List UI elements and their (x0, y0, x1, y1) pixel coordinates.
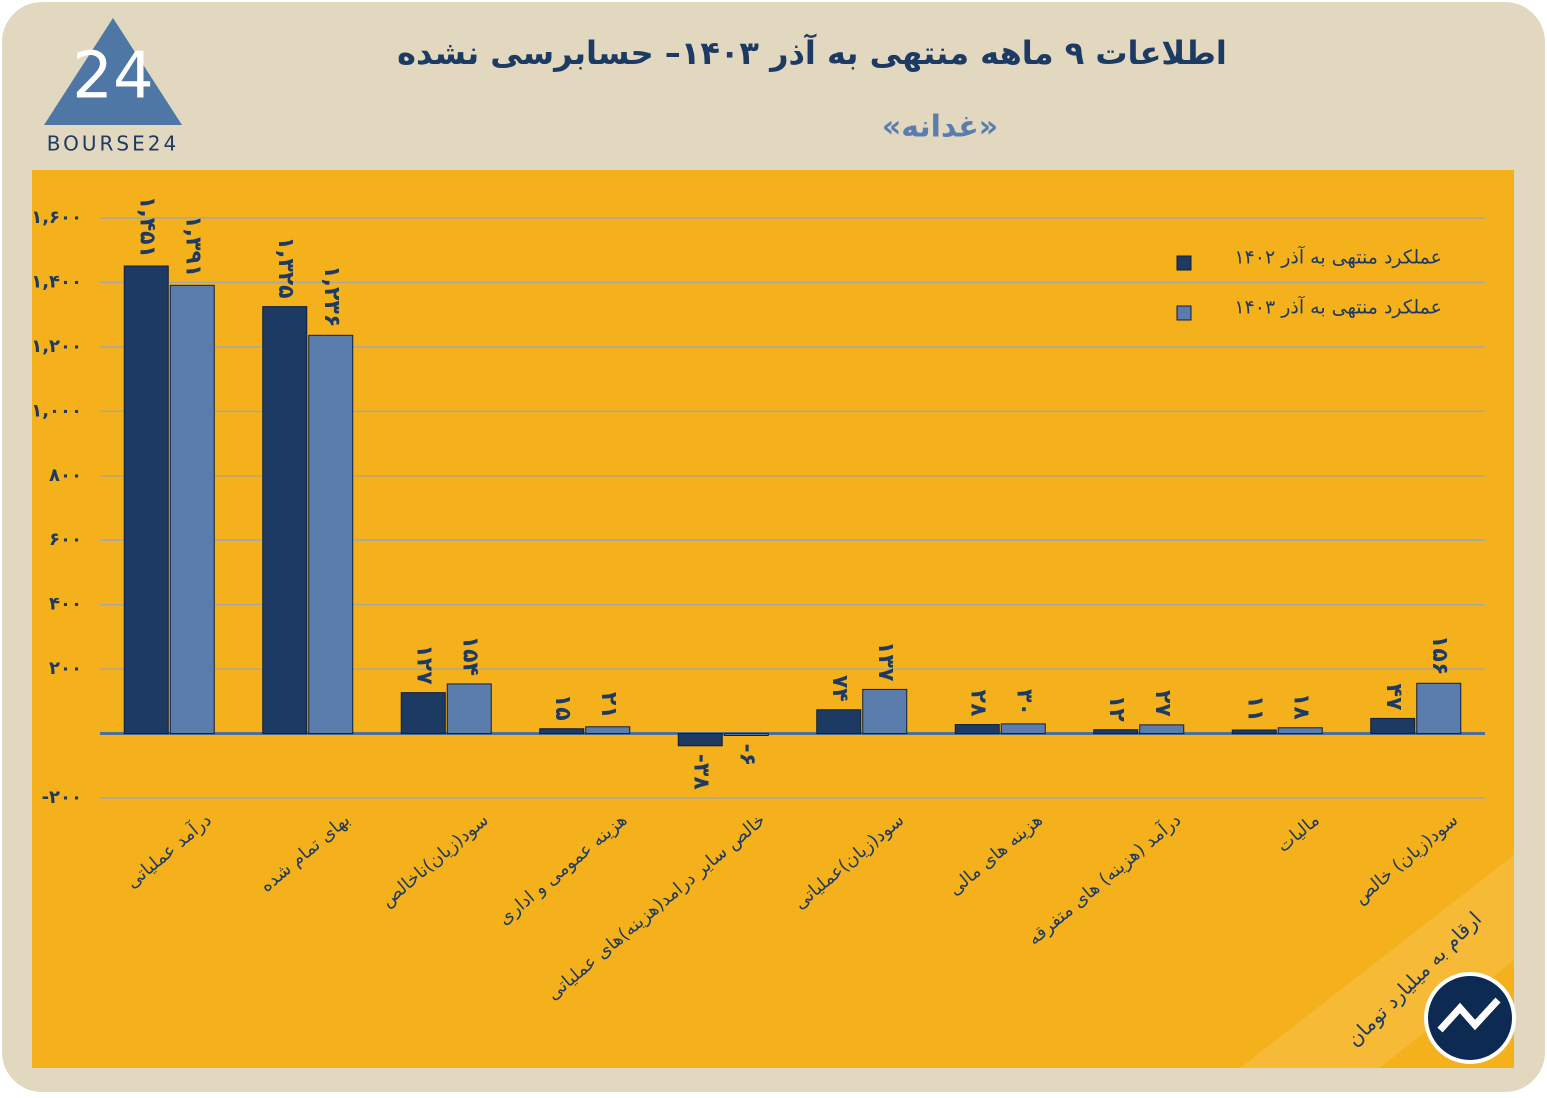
value-label: ۱۱ (1242, 695, 1267, 722)
legend-label: عملکرد منتهی به آذر ۱۴۰۳ (1234, 295, 1442, 319)
y-tick-label: ۸۰۰ (49, 465, 82, 486)
value-label: ۱,۴۵۱ (134, 196, 159, 258)
value-label: ۱۵۶ (1427, 635, 1452, 675)
bar (123, 265, 169, 735)
y-tick-label: ۱,۰۰۰ (31, 400, 82, 421)
bar (677, 733, 723, 747)
bar (262, 306, 308, 735)
value-label: ۲۷ (1150, 690, 1175, 717)
value-label: ۲۱ (596, 692, 621, 719)
chart-title: اطلاعات ۹ ماهه منتهی به آذر ۱۴۰۳– حسابرس… (397, 33, 1227, 72)
logo-triangle (44, 18, 182, 125)
value-label: -۶ (734, 743, 759, 766)
bar (954, 724, 1000, 735)
bar (1416, 682, 1462, 735)
y-tick-label: ۱,۴۰۰ (31, 271, 82, 292)
value-label: ۷۴ (827, 675, 852, 702)
y-tick-label: -۲۰۰ (42, 787, 82, 808)
value-label: -۳۸ (688, 754, 713, 791)
logo-text: BOURSE24 (47, 132, 179, 156)
bar (1370, 717, 1416, 735)
y-tick-label: ۴۰۰ (49, 594, 82, 615)
logo-mark: 24 (72, 40, 153, 114)
y-tick-label: ۶۰۰ (49, 529, 82, 550)
bar (1000, 723, 1046, 735)
bar (723, 733, 769, 736)
bar (446, 683, 492, 735)
value-label: ۱,۲۳۶ (319, 265, 344, 327)
y-tick-label: ۱,۲۰۰ (31, 336, 82, 357)
value-label: ۴۷ (1381, 684, 1406, 711)
bar (585, 726, 631, 735)
value-label: ۲۸ (965, 690, 990, 717)
value-label: ۱,۳۹۱ (180, 215, 205, 277)
y-tick-label: ۲۰۰ (49, 658, 82, 679)
legend-swatch (1176, 255, 1192, 271)
value-label: ۱۵۴ (457, 636, 482, 676)
bar (1277, 727, 1323, 735)
chart-subtitle: «غدانه» (882, 110, 998, 145)
bar (1139, 724, 1185, 735)
bar (539, 728, 585, 735)
bar (1093, 729, 1139, 735)
value-label: ۳۰ (1011, 689, 1036, 716)
value-label: ۱,۳۲۵ (273, 237, 298, 299)
legend-label: عملکرد منتهی به آذر ۱۴۰۲ (1234, 245, 1442, 269)
value-label: ۱۸ (1288, 693, 1313, 720)
bar (308, 334, 354, 735)
y-tick-label: ۱,۶۰۰ (31, 207, 82, 228)
value-label: ۱۲ (1104, 695, 1129, 722)
badge-arrow (1437, 997, 1501, 1033)
bar (862, 688, 908, 735)
bar (169, 284, 215, 735)
legend-swatch (1176, 305, 1192, 321)
bar (400, 692, 446, 735)
bar (816, 709, 862, 735)
value-label: ۱۳۷ (873, 641, 898, 682)
value-label: ۱۲۷ (411, 644, 436, 685)
value-label: ۱۵ (550, 694, 575, 721)
bar (1231, 729, 1277, 735)
